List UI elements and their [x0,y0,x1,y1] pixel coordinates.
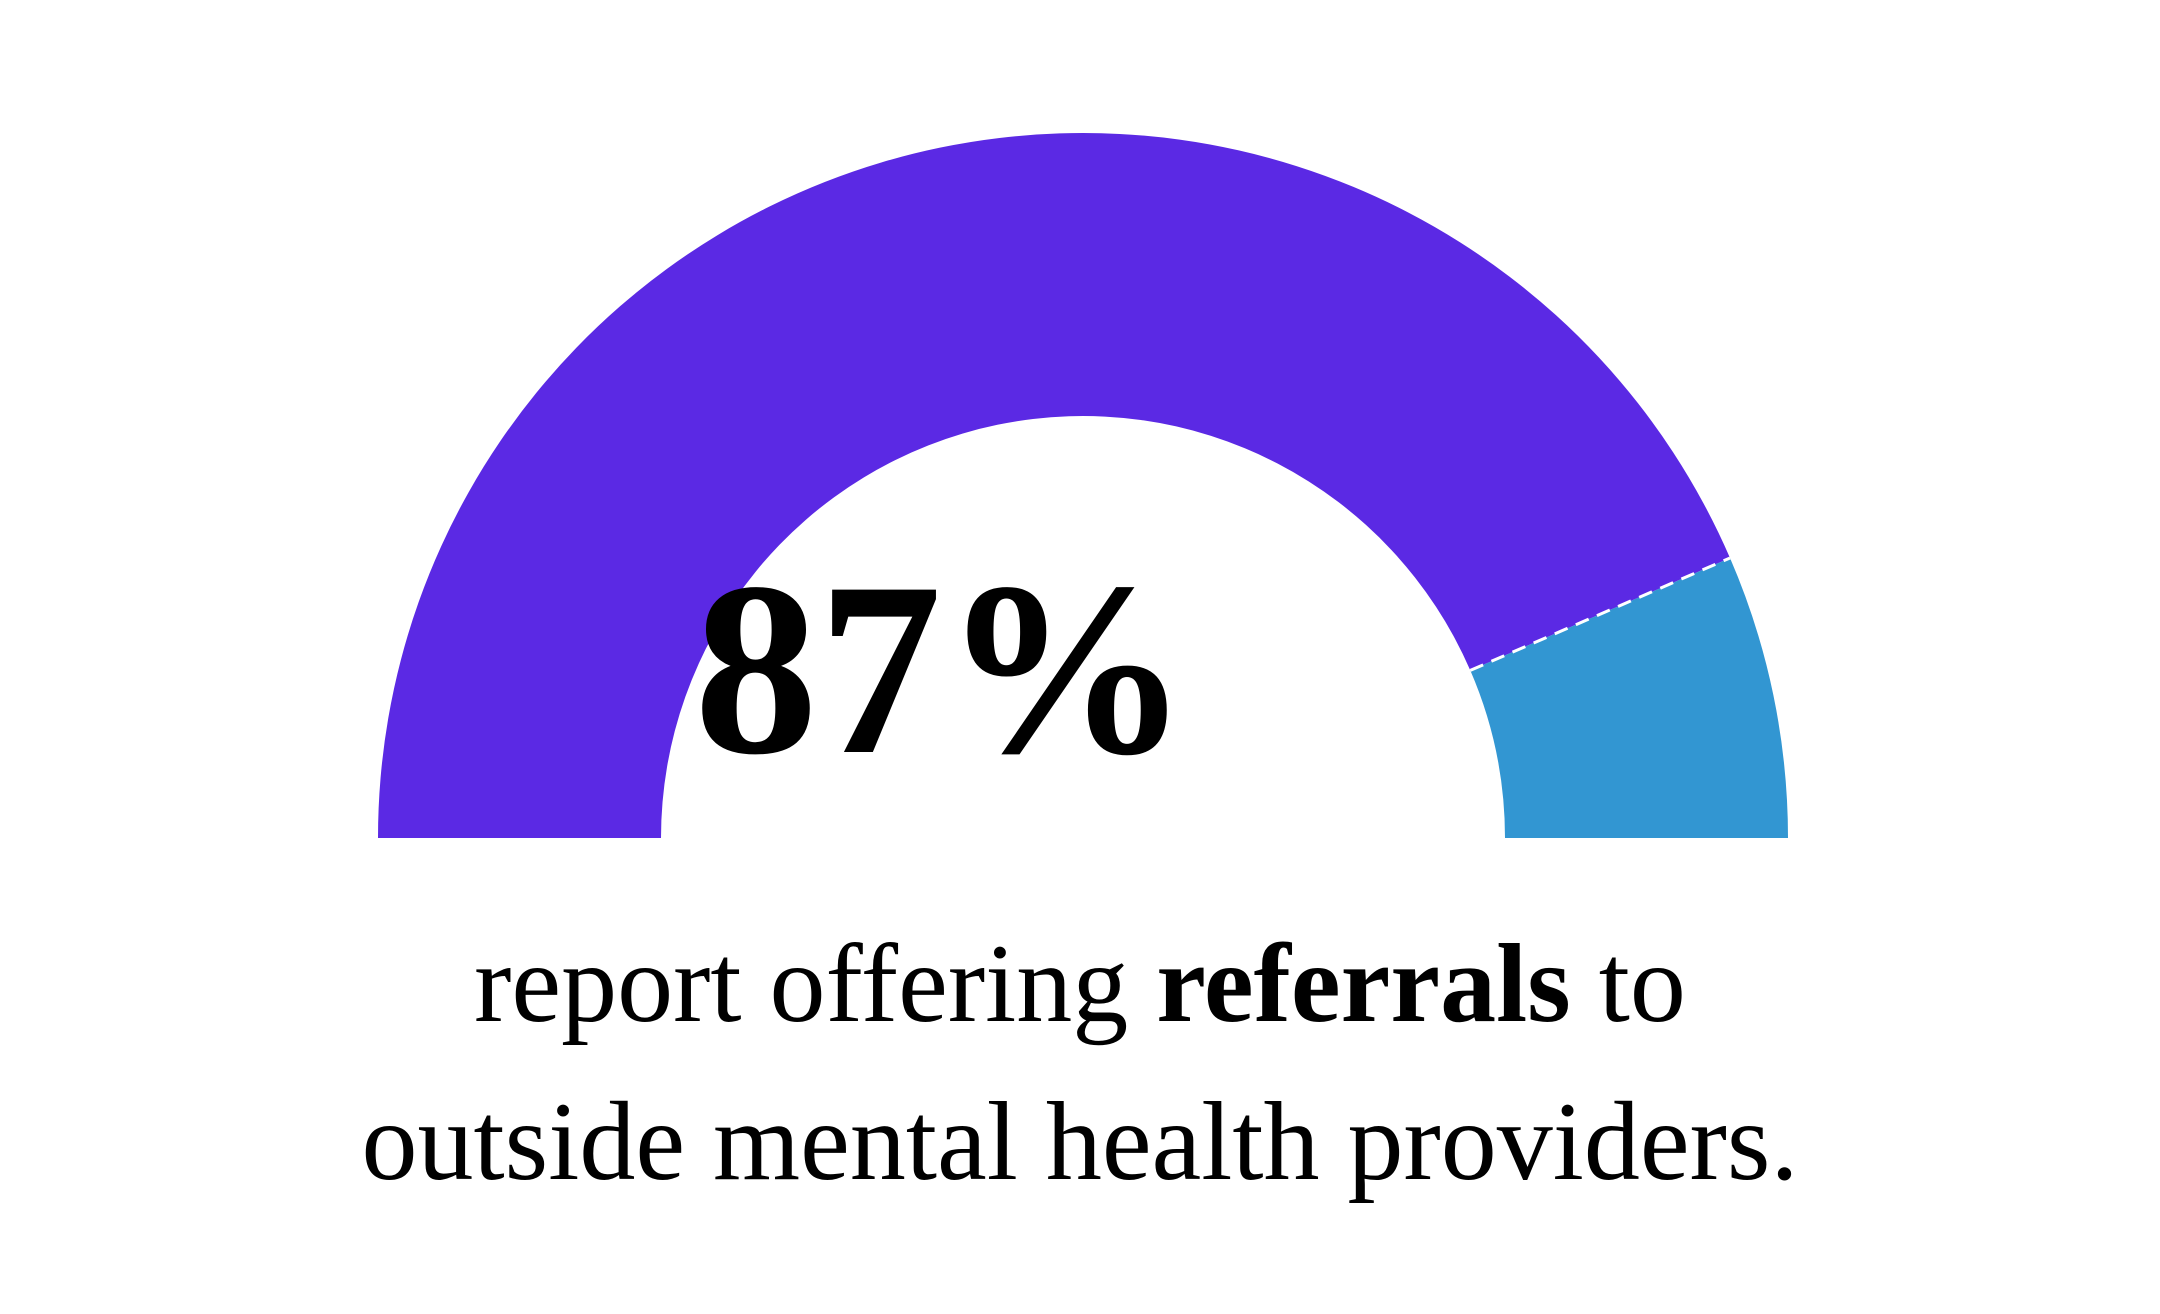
caption-line-1: report offering referrals to [0,905,2160,1063]
caption-line-2: outside mental health providers. [361,1080,1799,1204]
gauge-segment-remainder [1470,558,1788,838]
caption-text: to [1570,922,1686,1046]
gauge-value-label: 87% [694,531,1190,806]
caption-emphasis: referrals [1156,922,1571,1046]
caption-text: report offering [474,922,1157,1046]
gauge-segment-primary [378,133,1731,839]
gauge-caption: report offering referrals to outside men… [0,905,2160,1221]
gauge-segment-divider [1469,556,1731,672]
